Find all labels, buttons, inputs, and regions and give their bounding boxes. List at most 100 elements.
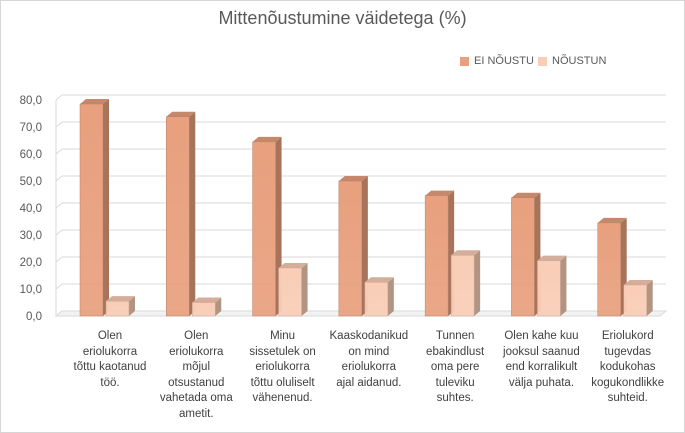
- gridline-depth: [55, 94, 63, 101]
- bar-ei-noustu: [252, 141, 276, 317]
- bar-top: [511, 192, 541, 198]
- bar-side: [387, 277, 394, 316]
- legend-swatch-noustun: [538, 56, 547, 66]
- x-tick-label-line: kodukohas: [599, 361, 656, 373]
- bar-side: [560, 255, 567, 316]
- x-tick-label-line: tugevdas: [604, 345, 652, 358]
- x-tick-label-line: otsustanud: [168, 376, 225, 389]
- x-tick-label-line: tõttu oluliselt: [250, 376, 315, 389]
- bar-side: [301, 262, 308, 316]
- y-tick-label: 70,0: [20, 122, 42, 134]
- bar-top: [192, 297, 222, 303]
- gridline-depth: [55, 121, 63, 128]
- bar-top: [451, 250, 481, 256]
- x-tick-label: Olen eriolukorra mõjul otsustanud vahetada o…: [156, 329, 236, 422]
- x-tick-label-line: jooksul saanud: [503, 345, 580, 358]
- bar-top: [106, 296, 135, 302]
- x-tick-label-line: kogukondlikke: [591, 376, 665, 389]
- bar-side: [474, 250, 481, 316]
- bar-ei-noustu: [511, 197, 535, 317]
- y-tick-label: 80,0: [20, 95, 42, 107]
- bar-noustun: [623, 284, 647, 317]
- x-tick-label-line: eriolukorra: [341, 361, 396, 373]
- x-tick-label-line: Kaaskodanikud: [329, 330, 409, 342]
- x-tick-label-line: eriolukorra: [169, 345, 224, 358]
- x-tick-label-line: Tunnen: [435, 330, 475, 342]
- legend-item-noustun: NÕUSTUN: [538, 55, 606, 67]
- x-tick-label-line: Olen: [97, 330, 123, 342]
- x-tick-label-line: vahetada oma: [159, 392, 233, 404]
- y-tick-label: 0,0: [26, 311, 42, 323]
- x-tick-label-line: ametit.: [179, 407, 214, 420]
- x-tick-label: Olen kahe kuu jooksul saanud end korraliku…: [501, 329, 581, 391]
- gridline-depth: [55, 229, 63, 236]
- x-tick-label: Minu sissetulek on eriolukorra tõttu olulis…: [243, 329, 323, 407]
- x-tick-label-line: Eriolukord: [601, 330, 654, 342]
- x-tick-label-line: Olen kahe kuu: [504, 330, 579, 342]
- gridline-depth: [55, 202, 63, 209]
- bar-noustun: [537, 260, 561, 317]
- gridline-depth: [55, 283, 63, 290]
- bar-top: [338, 176, 368, 181]
- x-tick-label-line: end korralikult: [505, 361, 578, 373]
- legend-label-ei-noustu: EI NÕUSTU: [474, 55, 534, 67]
- gridline-depth: [55, 175, 63, 182]
- legend-label-noustun: NÕUSTUN: [552, 55, 607, 67]
- bar-ei-noustu: [424, 195, 449, 317]
- bar-top: [252, 136, 282, 142]
- y-tick-label: 50,0: [20, 176, 42, 188]
- x-tick-label: Eriolukord tugevdas kodukohas kogukondlikke…: [588, 329, 668, 407]
- x-tick-label-line: on mind: [348, 345, 390, 358]
- x-tick-label-line: eriolukorra: [255, 361, 310, 373]
- x-tick-label-line: välja puhata.: [508, 376, 575, 389]
- bar-noustun: [278, 267, 302, 317]
- x-tick-label: Tunnen ebakindlust oma pere tuleviku suhtes.: [415, 329, 495, 407]
- bar-ei-noustu: [166, 116, 190, 317]
- y-tick-label: 20,0: [20, 257, 42, 269]
- y-tick-label: 60,0: [20, 149, 42, 161]
- gridline-depth: [55, 256, 63, 263]
- bar-top: [537, 255, 567, 261]
- x-tick-label-line: ebakindlust: [426, 345, 485, 358]
- x-tick-label-line: sissetulek on: [249, 345, 316, 358]
- bar-top: [364, 277, 394, 283]
- bar-top: [80, 99, 109, 105]
- bar-top: [425, 190, 455, 196]
- bar-side: [129, 296, 135, 316]
- bar-top: [278, 262, 308, 268]
- bar-ei-noustu: [597, 222, 621, 317]
- x-tick-label-line: vähenenud.: [252, 392, 313, 404]
- x-tick-label: Olen eriolukorra tõttu kaotanud töö.: [70, 329, 150, 391]
- bar-ei-noustu: [79, 103, 104, 317]
- bar-top: [597, 217, 627, 223]
- x-tick-label: Kaaskodanikud on mind eriolukorra ajal aida…: [329, 329, 409, 391]
- y-tick-label: 10,0: [20, 284, 42, 296]
- bar-side: [646, 279, 653, 316]
- legend-item-ei-noustu: EI NÕUSTU: [460, 55, 534, 67]
- bar-noustun: [364, 282, 389, 317]
- bar-noustun: [192, 302, 216, 317]
- x-tick-label-line: Minu: [270, 330, 296, 342]
- x-tick-label-line: Olen: [184, 330, 209, 342]
- chart-title: Mittenõustumine väidetega (%): [218, 8, 467, 28]
- x-tick-label-line: ajal aidanud.: [336, 376, 402, 389]
- bar-side: [189, 111, 196, 317]
- bar-top: [166, 111, 196, 117]
- x-tick-label-line: tuleviku: [435, 376, 475, 389]
- y-tick-label: 40,0: [20, 203, 42, 215]
- bar-ei-noustu: [338, 180, 363, 317]
- x-tick-label-line: tõttu kaotanud: [73, 361, 147, 373]
- gridline-depth: [55, 148, 63, 155]
- x-tick-label-line: suhteid.: [607, 392, 648, 404]
- x-tick-label-line: eriolukorra: [82, 345, 138, 358]
- bar-noustun: [450, 255, 475, 317]
- bar-side: [103, 99, 109, 316]
- x-tick-label-line: mõjul: [182, 361, 211, 373]
- bar-top: [623, 279, 653, 285]
- legend-swatch-ei-noustu: [460, 56, 469, 66]
- y-tick-label: 30,0: [20, 230, 42, 242]
- bar-noustun: [105, 300, 130, 317]
- x-tick-label-line: töö.: [100, 376, 120, 389]
- x-tick-label-line: oma pere: [430, 361, 480, 373]
